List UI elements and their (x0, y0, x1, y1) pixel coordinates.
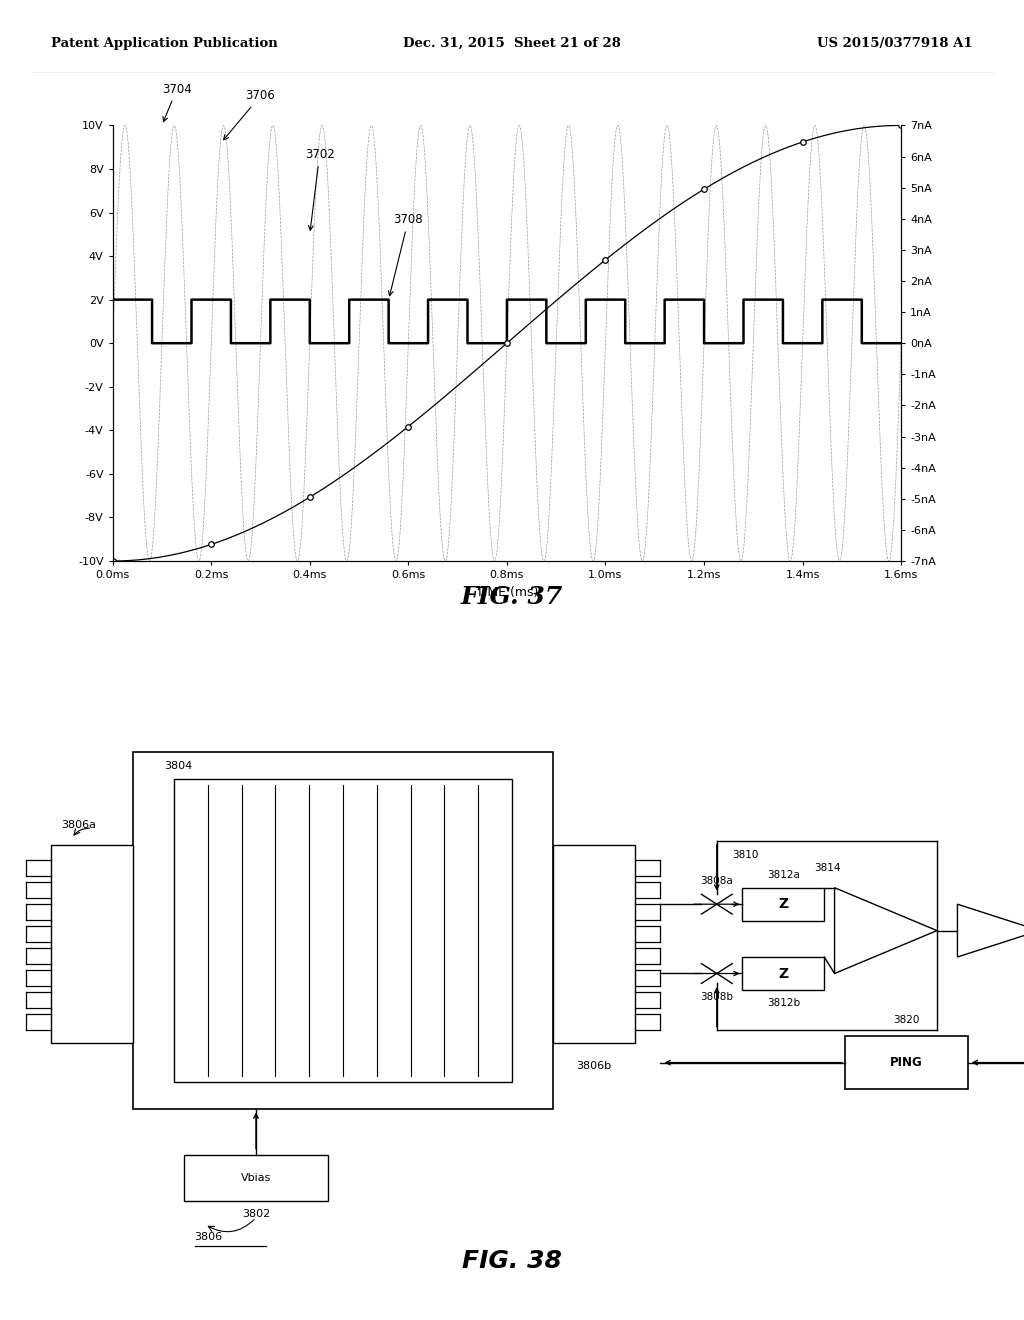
Bar (742, 887, 824, 921)
Text: 3820: 3820 (893, 1015, 920, 1024)
Bar (845, 1036, 968, 1089)
Bar (742, 957, 824, 990)
Text: 3810: 3810 (732, 850, 759, 859)
Text: 3806a: 3806a (61, 820, 96, 830)
Bar (174, 779, 512, 1082)
Text: Vbias: Vbias (241, 1173, 271, 1183)
Text: 3802: 3802 (242, 1209, 270, 1220)
Bar (184, 1155, 328, 1201)
Text: Z: Z (778, 898, 788, 911)
Text: 3708: 3708 (388, 214, 423, 296)
Bar (133, 752, 553, 1109)
Text: 3812a: 3812a (767, 870, 800, 879)
Polygon shape (835, 887, 937, 974)
Text: 3804: 3804 (164, 760, 193, 771)
Text: 3706: 3706 (223, 90, 275, 140)
Bar (51, 845, 133, 1043)
Polygon shape (957, 904, 1024, 957)
Text: Dec. 31, 2015  Sheet 21 of 28: Dec. 31, 2015 Sheet 21 of 28 (403, 37, 621, 50)
Text: 3808a: 3808a (700, 876, 733, 886)
Text: PING: PING (890, 1056, 923, 1069)
Text: 3702: 3702 (305, 148, 335, 230)
Text: FIG. 37: FIG. 37 (461, 585, 563, 609)
Text: US 2015/0377918 A1: US 2015/0377918 A1 (817, 37, 973, 50)
Text: 3808b: 3808b (700, 991, 733, 1002)
X-axis label: TIME (ms): TIME (ms) (476, 586, 538, 598)
Text: 3814: 3814 (814, 863, 841, 873)
Text: 3812b: 3812b (767, 998, 800, 1008)
Text: 3806: 3806 (195, 1233, 222, 1242)
Bar (553, 845, 635, 1043)
Text: 3704: 3704 (162, 83, 191, 121)
Text: Patent Application Publication: Patent Application Publication (51, 37, 278, 50)
Text: FIG. 38: FIG. 38 (462, 1249, 562, 1272)
Text: Z: Z (778, 966, 788, 981)
Text: 3806b: 3806b (577, 1061, 611, 1071)
